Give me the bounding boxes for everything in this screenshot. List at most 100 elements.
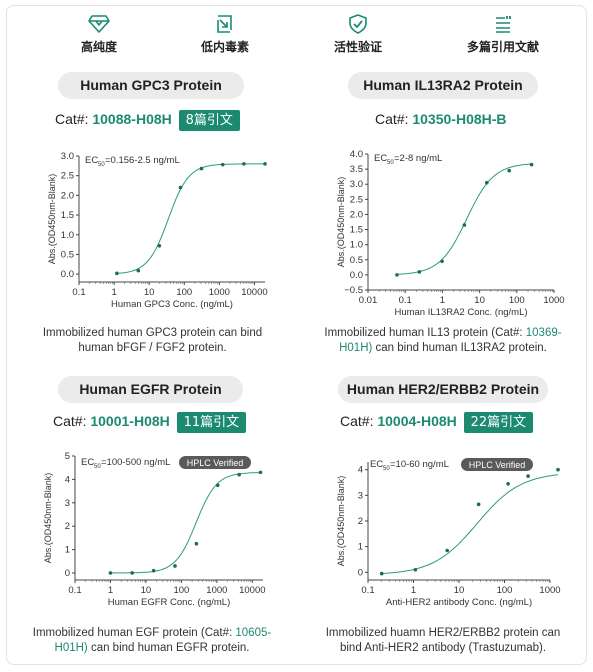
binding-chart-gpc3: 0.0 0.5 1.0 1.5 2.0 2.5 3.0 0.1 1 10 100 1000 10000 H…: [47, 151, 268, 310]
feature-bar: 高纯度 低内毒素 活性验证 多篇引用文献: [7, 14, 588, 62]
product-card-gpc3: Human GPC3 Protein Cat#: 10088-H08H 8篇引文…: [7, 68, 297, 368]
x-tick-label: 1000: [543, 295, 564, 306]
y-axis-label: Abs.(OD450nm-Blank): [47, 174, 57, 265]
ec50-value: =0.156-2.5 ng/mL: [105, 155, 180, 166]
data-point: [440, 259, 444, 264]
product-title[interactable]: Human HER2/ERBB2 Protein: [338, 376, 548, 403]
ec50-value: =100-500 ng/mL: [101, 457, 170, 468]
feature-citations: 多篇引用文献: [438, 14, 568, 55]
x-tick-label: 0.01: [359, 295, 378, 306]
cat-prefix: Cat#:: [55, 111, 89, 127]
data-point: [476, 502, 481, 507]
x-tick-label: 1000: [209, 287, 230, 298]
chart-description: Immobilized human IL13 protein (Cat#: 10…: [312, 326, 574, 356]
y-tick-label: 1.0: [350, 240, 363, 251]
data-point: [242, 162, 246, 166]
data-point: [199, 166, 204, 171]
catalog-number[interactable]: 10088-H08H: [92, 111, 172, 127]
x-tick-label: 0.1: [399, 295, 412, 306]
chart-description: Immobilized human GPC3 protein can bind …: [25, 326, 280, 356]
x-tick-label: 10000: [239, 585, 265, 596]
data-point: [484, 180, 489, 185]
hplc-verified-badge: HPLC Verified: [461, 458, 533, 471]
catalog-number[interactable]: 10350-H08H-B: [412, 111, 507, 127]
y-tick-label: 4: [358, 465, 363, 476]
data-point: [151, 568, 156, 573]
y-tick-label: 0: [65, 568, 70, 579]
data-point: [445, 548, 449, 553]
desc-text: can bind human IL13RA2 protein.: [372, 342, 547, 354]
x-axis-label: Human EGFR Conc. (ng/mL): [108, 597, 230, 608]
y-tick-label: 3.0: [61, 151, 74, 162]
binding-chart-egfr: 0 1 2 3 4 5 0.1 1 10 100 1000 10000 Human EGFR Conc.…: [43, 451, 266, 608]
data-point: [462, 223, 467, 227]
catalog-link[interactable]: H01H): [339, 342, 373, 354]
product-card-il13ra2: Human IL13RA2 Protein Cat#: 10350-H08H-B…: [298, 68, 588, 368]
citation-badge[interactable]: 22篇引文: [463, 412, 534, 433]
data-point: [395, 273, 399, 277]
feature-purity: 高纯度: [34, 14, 164, 55]
product-title[interactable]: Human IL13RA2 Protein: [348, 72, 538, 99]
data-point: [556, 467, 560, 472]
data-point: [526, 474, 530, 478]
binding-chart-il13ra2: −0.5 0.0 0.5 1.0 1.5 2.0 2.5 3.0 3.5 4.0 0.01 0.1 1 1…: [336, 149, 565, 318]
x-axis-label: Anti-HER2 antibody Conc. (ng/mL): [386, 597, 532, 608]
y-tick-label: 0: [358, 567, 363, 578]
x-tick-label: 0.1: [361, 585, 374, 596]
data-point: [115, 271, 119, 276]
y-axis-label: Abs.(OD450nm-Blank): [336, 476, 346, 567]
x-tick-label: 10: [454, 585, 465, 596]
ec50-subscript: 50: [387, 160, 394, 166]
x-tick-label: 10000: [241, 287, 267, 298]
catalog-link[interactable]: 10605-: [235, 627, 272, 639]
data-point: [413, 567, 418, 572]
ec50-label: EC: [370, 459, 383, 470]
ec50-annotation: EC 50 =10-60 ng/mL: [370, 459, 449, 472]
catalog-link[interactable]: H01H): [54, 642, 88, 654]
x-tick-label: 10: [144, 287, 155, 298]
data-point: [507, 168, 512, 173]
y-tick-label: 2.0: [350, 209, 363, 220]
x-tick-label: 100: [509, 295, 525, 306]
x-tick-label: 1: [111, 287, 116, 298]
catalog-number[interactable]: 10004-H08H: [377, 413, 457, 429]
product-title[interactable]: Human EGFR Protein: [58, 376, 243, 403]
ec50-subscript: 50: [98, 162, 105, 168]
data-point: [136, 268, 141, 273]
product-card-her2: Human HER2/ERBB2 Protein Cat#: 10004-H08…: [298, 372, 588, 672]
y-tick-label: 0.5: [61, 249, 74, 260]
ec50-value: =2-8 ng/mL: [394, 153, 442, 164]
catalog-line: Cat#: 10001-H08H 11篇引文: [53, 410, 247, 433]
data-point: [173, 564, 177, 568]
x-tick-label: 100: [173, 585, 189, 596]
y-tick-label: 4: [65, 474, 70, 485]
ec50-label: EC: [81, 457, 94, 468]
data-point: [237, 472, 241, 477]
ec50-annotation: EC 50 =100-500 ng/mL: [81, 457, 170, 470]
catalog-link[interactable]: 10369-: [525, 327, 562, 339]
y-tick-label: 2: [65, 521, 70, 532]
product-title[interactable]: Human GPC3 Protein: [58, 72, 244, 99]
citation-badge[interactable]: 8篇引文: [178, 110, 240, 131]
desc-text: Immobilized human EGF protein (Cat#:: [32, 627, 236, 639]
fit-curve: [110, 472, 261, 574]
fit-curve: [381, 474, 559, 575]
data-point: [194, 541, 199, 546]
citation-badge[interactable]: 11篇引文: [176, 412, 247, 433]
x-tick-label: 1: [411, 585, 416, 596]
catalog-number[interactable]: 10001-H08H: [90, 413, 170, 429]
axes: −0.5 0.0 0.5 1.0 1.5 2.0 2.5 3.0 3.5 4.0 0.01 0.1 1 1…: [336, 149, 565, 318]
cat-prefix: Cat#:: [375, 111, 409, 127]
y-tick-label: 1: [358, 542, 363, 553]
x-tick-label: 0.1: [68, 585, 81, 596]
ec50-annotation: EC 50 =0.156-2.5 ng/mL: [85, 155, 180, 168]
axes: 0.0 0.5 1.0 1.5 2.0 2.5 3.0 0.1 1 10 100 1000 10000 H…: [47, 151, 268, 310]
ec50-subscript: 50: [383, 466, 390, 472]
feature-activity: 活性验证: [293, 14, 423, 55]
x-tick-label: 1000: [206, 585, 227, 596]
data-point: [220, 162, 225, 167]
x-tick-label: 10: [474, 295, 485, 306]
cat-prefix: Cat#:: [53, 413, 87, 429]
y-tick-label: 0.0: [61, 269, 74, 280]
feature-label: 多篇引用文献: [466, 40, 539, 54]
